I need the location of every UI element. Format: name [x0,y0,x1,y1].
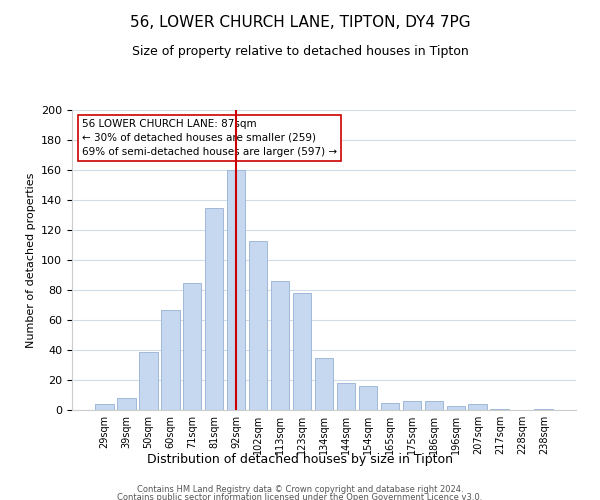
Text: Contains public sector information licensed under the Open Government Licence v3: Contains public sector information licen… [118,492,482,500]
Bar [205,208,223,410]
Bar [446,406,465,410]
Bar [490,408,509,410]
Bar [271,281,289,410]
Bar [403,401,421,410]
Bar [314,358,334,410]
Bar [161,310,179,410]
Text: 56, LOWER CHURCH LANE, TIPTON, DY4 7PG: 56, LOWER CHURCH LANE, TIPTON, DY4 7PG [130,15,470,30]
Bar [293,293,311,410]
Bar [359,386,377,410]
Bar [337,383,355,410]
Text: Size of property relative to detached houses in Tipton: Size of property relative to detached ho… [131,45,469,58]
Bar [535,408,553,410]
Bar [380,402,399,410]
Bar [139,352,158,410]
Bar [249,240,268,410]
Bar [183,282,202,410]
Bar [227,170,245,410]
Bar [469,404,487,410]
Text: Contains HM Land Registry data © Crown copyright and database right 2024.: Contains HM Land Registry data © Crown c… [137,485,463,494]
Text: 56 LOWER CHURCH LANE: 87sqm
← 30% of detached houses are smaller (259)
69% of se: 56 LOWER CHURCH LANE: 87sqm ← 30% of det… [82,119,337,157]
Bar [95,404,113,410]
Y-axis label: Number of detached properties: Number of detached properties [26,172,35,348]
Bar [425,401,443,410]
Text: Distribution of detached houses by size in Tipton: Distribution of detached houses by size … [147,452,453,466]
Bar [117,398,136,410]
